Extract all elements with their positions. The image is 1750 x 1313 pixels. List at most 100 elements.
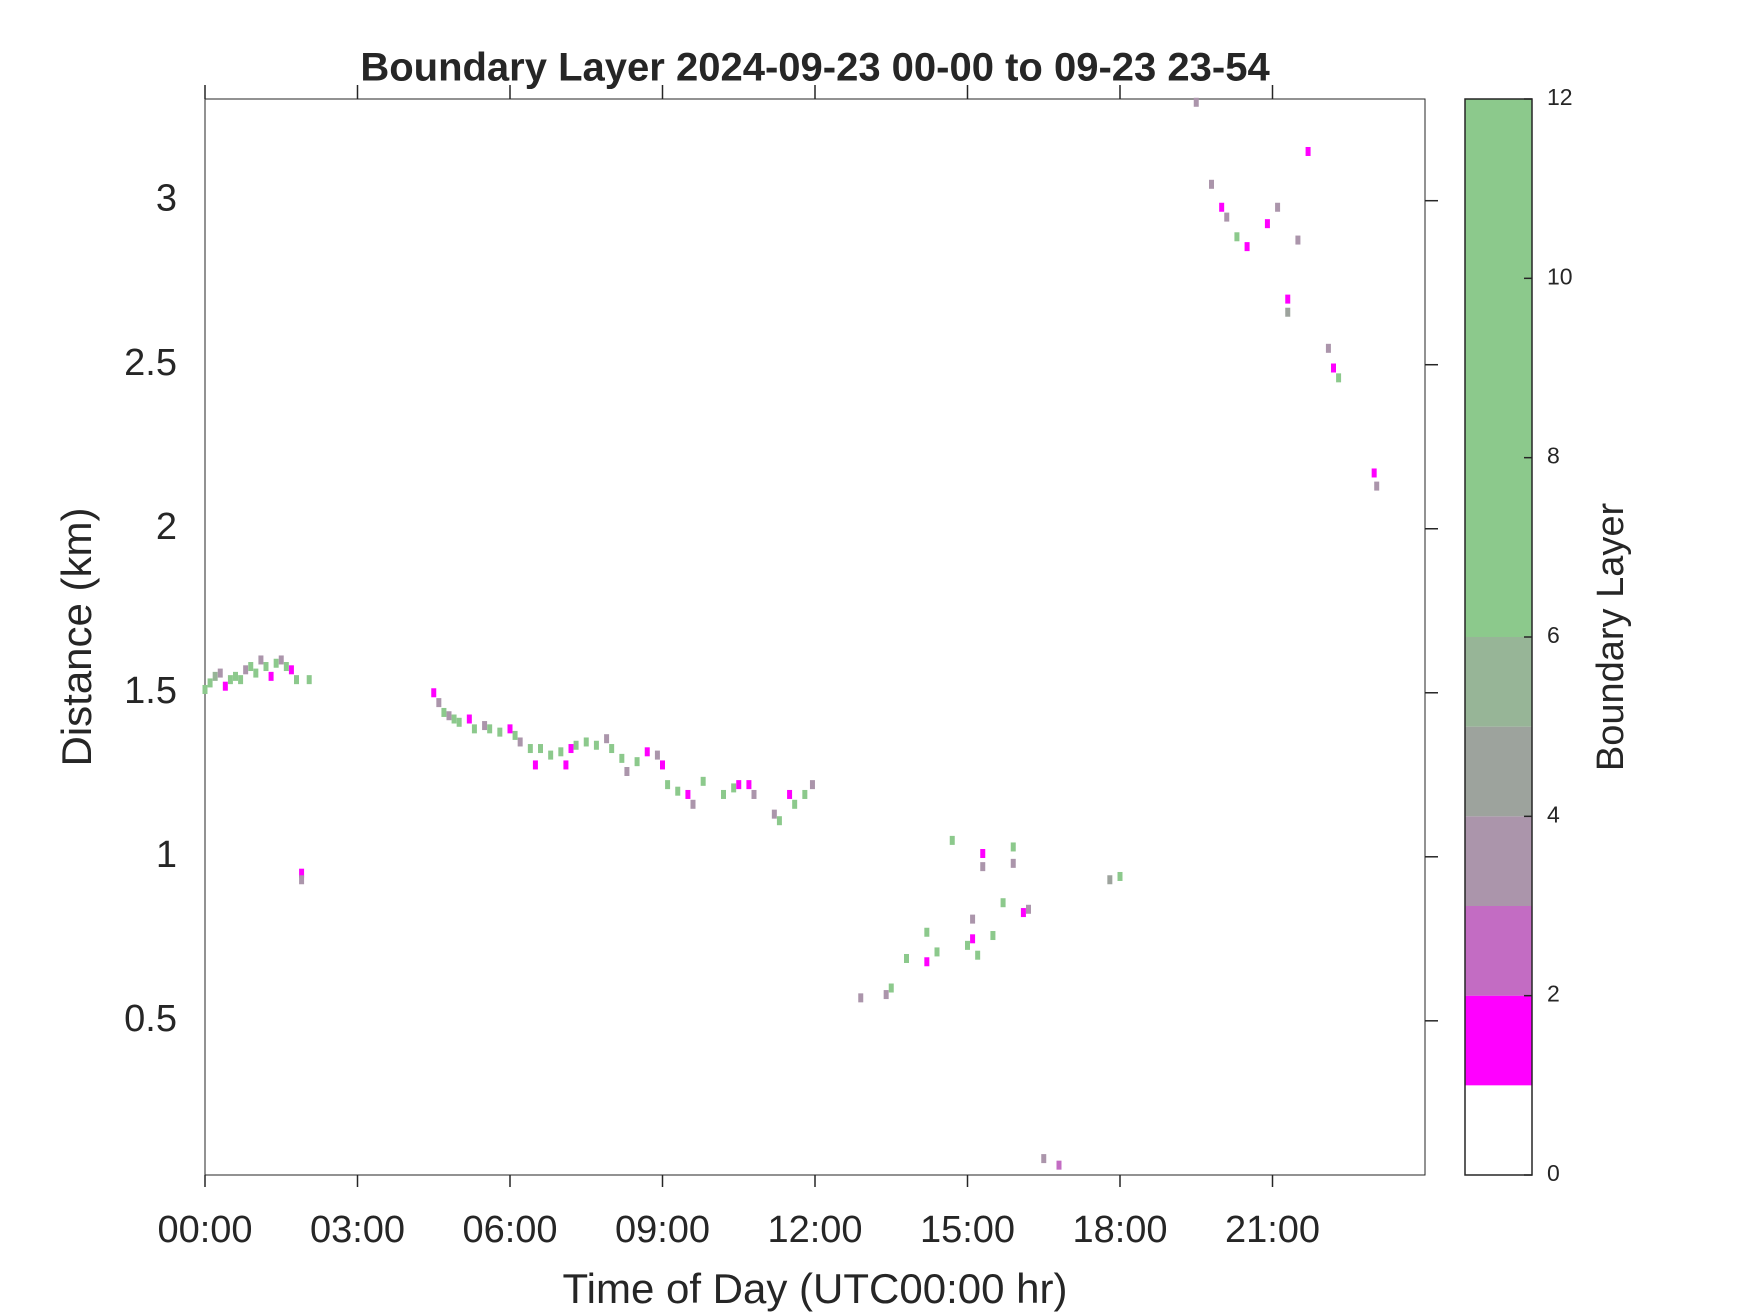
cell — [1285, 294, 1291, 304]
cell — [970, 934, 976, 944]
cell — [771, 809, 777, 819]
x-tick-label: 09:00 — [615, 1209, 710, 1251]
cell — [1325, 343, 1331, 353]
cell — [482, 721, 488, 731]
x-tick-label: 00:00 — [157, 1209, 252, 1251]
colorbar-band — [1465, 637, 1532, 727]
cell — [924, 927, 930, 937]
colorbar-tick-label: 2 — [1547, 981, 1560, 1007]
colorbar-band — [1465, 995, 1532, 1086]
cell — [507, 724, 513, 734]
cell — [700, 776, 706, 786]
cell — [568, 744, 574, 754]
cell — [217, 668, 223, 678]
cell — [446, 711, 452, 721]
cell — [949, 835, 955, 845]
cell — [751, 789, 757, 799]
colorbar-band — [1465, 906, 1532, 996]
cell — [497, 727, 503, 737]
cell — [736, 780, 742, 790]
cell — [227, 675, 233, 685]
cell — [538, 744, 543, 754]
cell — [212, 671, 218, 681]
cell — [634, 757, 640, 767]
cell — [436, 698, 442, 708]
colorbar-band — [1465, 99, 1532, 637]
cell — [1107, 875, 1113, 885]
cell — [1264, 219, 1270, 229]
cell — [1371, 468, 1377, 478]
cell — [644, 747, 650, 757]
cell — [1285, 307, 1291, 317]
cell — [288, 665, 294, 675]
cell — [558, 747, 564, 757]
cell — [1000, 898, 1006, 908]
cell — [809, 780, 815, 790]
cell — [527, 744, 533, 754]
cell — [299, 868, 305, 878]
cell — [1056, 1160, 1062, 1170]
cell — [1020, 908, 1026, 918]
cell — [990, 931, 996, 941]
cell — [888, 983, 894, 993]
cell — [980, 862, 986, 872]
cell — [451, 714, 457, 724]
cell — [1244, 242, 1250, 252]
y-tick-label: 0.5 — [124, 998, 177, 1040]
cell — [975, 950, 981, 960]
x-tick-label: 12:00 — [767, 1209, 862, 1251]
cell — [278, 655, 284, 665]
cell — [548, 750, 554, 760]
cell — [934, 947, 940, 957]
x-tick-label: 03:00 — [310, 1209, 405, 1251]
cell — [299, 875, 305, 885]
colorbar-band — [1465, 1085, 1532, 1175]
colorbar-tick-label: 4 — [1547, 801, 1560, 827]
cell — [746, 780, 752, 790]
cell — [563, 760, 569, 770]
cell — [532, 760, 538, 770]
cell — [1234, 232, 1240, 242]
cell — [970, 914, 976, 924]
y-tick-label: 2 — [156, 506, 177, 548]
cell — [624, 767, 630, 776]
cell — [207, 678, 213, 688]
cell — [1117, 871, 1123, 881]
x-tick-label: 18:00 — [1072, 1209, 1167, 1251]
plot-area — [204, 98, 1426, 1176]
cell — [924, 957, 930, 967]
x-tick-label: 21:00 — [1225, 1209, 1320, 1251]
cell — [675, 786, 681, 796]
colorbar-tick-label: 8 — [1547, 443, 1560, 469]
cell — [619, 753, 625, 763]
cell — [233, 671, 238, 681]
cell — [471, 724, 477, 734]
cell — [1026, 904, 1031, 914]
cell — [466, 714, 472, 724]
cell — [517, 737, 523, 747]
cell — [248, 662, 254, 672]
cell — [1209, 179, 1214, 189]
cell — [965, 940, 970, 950]
cell — [792, 799, 798, 809]
cell — [294, 675, 299, 685]
cell — [660, 760, 665, 770]
colorbar-tick-label: 0 — [1547, 1160, 1560, 1186]
cell — [283, 662, 289, 672]
cell — [431, 688, 437, 698]
cell — [487, 724, 493, 734]
cell — [802, 789, 808, 799]
cell — [776, 816, 782, 826]
cell — [690, 799, 696, 809]
cell — [583, 737, 589, 747]
cell — [222, 681, 228, 691]
cell — [441, 707, 447, 717]
cell — [1010, 858, 1016, 868]
cell — [665, 780, 671, 790]
cell — [268, 671, 274, 681]
cell — [573, 740, 579, 750]
colorbar-tick-label: 12 — [1547, 84, 1573, 110]
chart-title: Boundary Layer 2024-09-23 00-00 to 09-23… — [360, 46, 1270, 90]
cell — [202, 684, 208, 694]
